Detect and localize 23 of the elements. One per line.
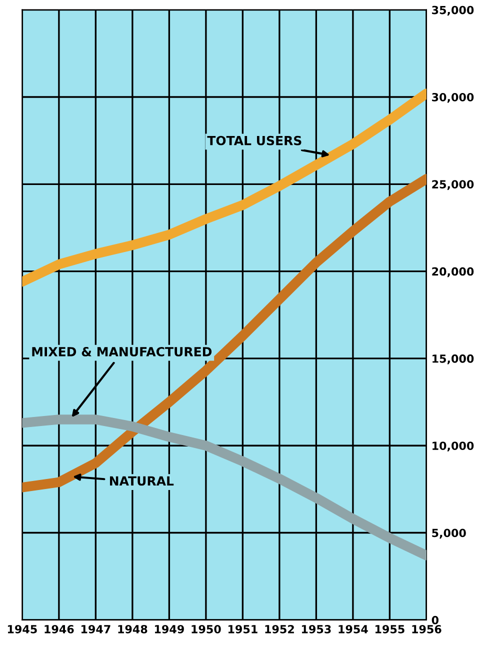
x-tick-label: 1952 bbox=[265, 624, 294, 634]
series-label: TOTAL USERS bbox=[207, 136, 302, 146]
y-tick-label: 35,000 bbox=[432, 6, 474, 16]
x-tick-label: 1945 bbox=[8, 624, 37, 634]
x-tick-label: 1955 bbox=[375, 624, 404, 634]
text: MIXED & MANUFACTURED bbox=[32, 346, 212, 356]
x-tick-label: 1947 bbox=[81, 624, 110, 634]
x-tick-label: 1953 bbox=[302, 624, 331, 634]
y-tick-label: 30,000 bbox=[432, 92, 474, 103]
y-tick-label: 20,000 bbox=[432, 267, 474, 278]
x-tick-label: 1956 bbox=[412, 624, 442, 634]
y-tick-label: 0 bbox=[432, 616, 439, 624]
x-tick-label: 1950 bbox=[192, 624, 221, 634]
y-tick-label: 25,000 bbox=[432, 180, 474, 190]
x-tick-label: 1946 bbox=[44, 624, 74, 634]
y-tick-label: 15,000 bbox=[432, 354, 474, 364]
x-tick-label: 1948 bbox=[118, 624, 148, 634]
y-tick-label: 5,000 bbox=[432, 528, 466, 539]
x-tick-label: 1951 bbox=[228, 624, 258, 634]
series-label: NATURAL bbox=[110, 476, 174, 486]
y-tick-label: 10,000 bbox=[432, 442, 474, 452]
x-tick-label: 1949 bbox=[154, 624, 184, 634]
x-tick-label: 1954 bbox=[338, 624, 368, 634]
